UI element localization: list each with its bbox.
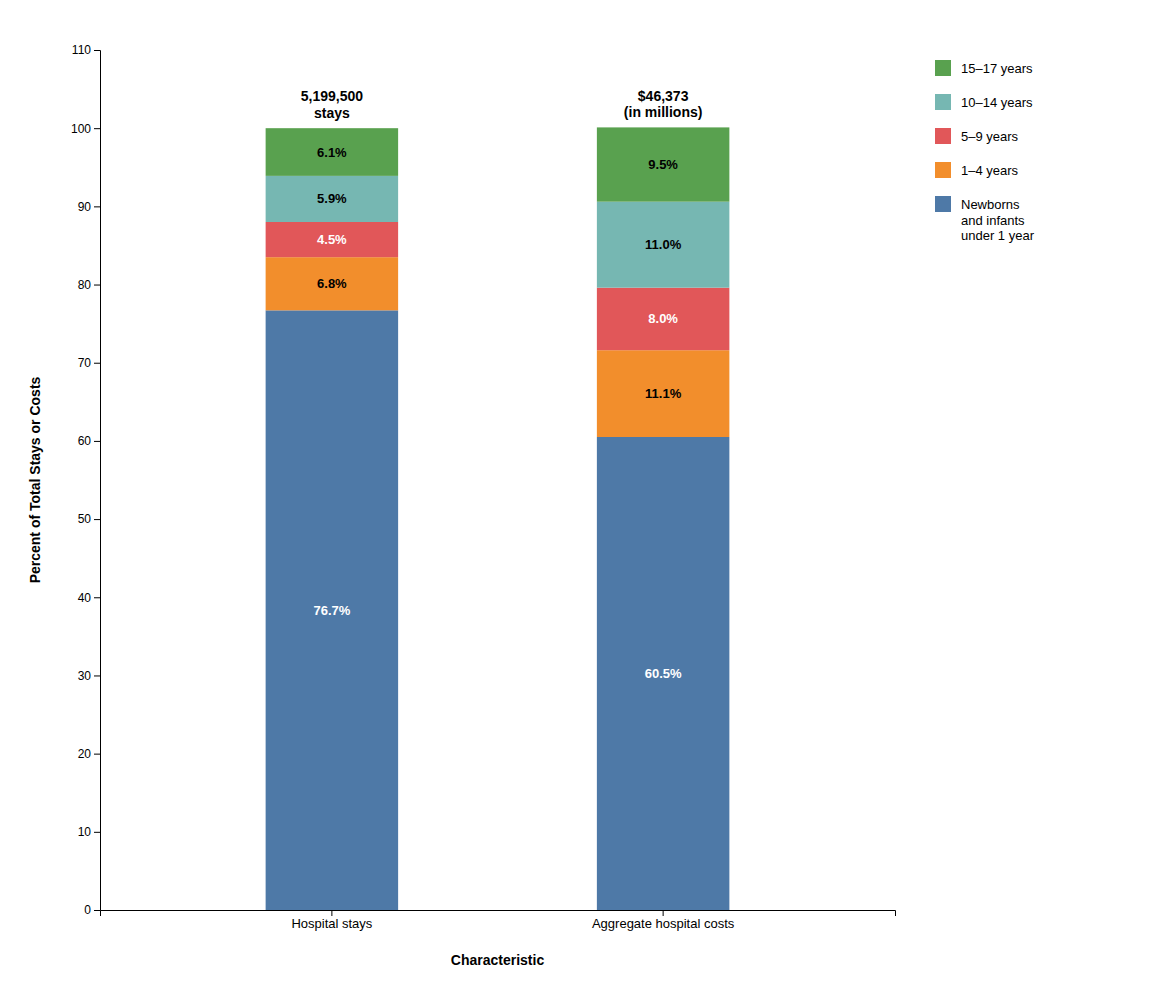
bar	[266, 310, 399, 910]
legend-swatch	[935, 128, 951, 144]
y-axis-title: Percent of Total Stays or Costs	[27, 376, 43, 583]
tick-mark	[94, 910, 100, 911]
data-label: 4.5%	[317, 232, 347, 247]
data-label: 11.1%	[645, 386, 682, 401]
tick-mark	[94, 285, 100, 286]
legend-item: 10–14 years	[935, 94, 1033, 110]
bar	[266, 257, 399, 310]
tick-mark	[94, 206, 100, 207]
tick-mark	[94, 832, 100, 833]
tick-mark	[94, 363, 100, 364]
legend-label: 10–14 years	[961, 95, 1033, 110]
tick: 60	[78, 434, 100, 448]
tick-mark	[94, 519, 100, 520]
data-label: 11.0%	[645, 237, 682, 252]
annotation: $46,373(in millions)	[624, 88, 703, 121]
legend-label: 1–4 years	[961, 163, 1019, 178]
annotation: 5,199,500stays	[301, 88, 363, 121]
tick: Aggregate hospital costs	[592, 910, 735, 931]
bar	[266, 176, 399, 222]
bar	[597, 202, 730, 288]
tick: 90	[78, 200, 100, 214]
tick-mark	[331, 910, 332, 916]
data-labels: 76.7% 60.5% 6.8% 11.1% 4.5% 8.0% 5.9% 11.0% 6.1%…	[313, 145, 682, 681]
legend-label: 5–9 years	[961, 129, 1019, 144]
bar	[597, 127, 730, 201]
tick: 10	[78, 825, 100, 839]
legend-label: 15–17 years	[961, 61, 1033, 76]
legend-item: 15–17 years	[935, 60, 1033, 76]
y-axis: 0 10 20 30 40 50 60 70 80 90 100 110	[71, 43, 101, 917]
bar	[597, 288, 730, 351]
x-axis: Hospital stays Aggregate hospital costs	[101, 910, 896, 931]
chart: 76.7% 60.5% 6.8% 11.1% 4.5% 8.0% 5.9% 11.0% 6.1%…	[0, 0, 1155, 1000]
bar	[597, 437, 730, 910]
tick-label: 40	[78, 591, 92, 605]
bar	[597, 350, 730, 437]
legend-label: Newbornsand infantsunder 1 year	[961, 197, 1035, 243]
tick-label: Hospital stays	[291, 916, 372, 931]
tick: 50	[78, 512, 100, 526]
bar	[266, 222, 399, 257]
tick: 70	[78, 356, 100, 370]
tick: 100	[71, 122, 100, 136]
tick-label: 80	[78, 278, 92, 292]
bars	[266, 127, 730, 910]
legend: 15–17 years 10–14 years 5–9 years 1–4 years…	[935, 60, 1035, 243]
bar	[266, 128, 399, 176]
tick: 20	[78, 747, 100, 761]
legend-swatch	[935, 162, 951, 178]
legend-item: Newbornsand infantsunder 1 year	[935, 196, 1035, 243]
data-label: 5.9%	[317, 191, 347, 206]
tick: 0	[84, 903, 100, 917]
x-axis-title: Characteristic	[451, 952, 545, 968]
tick-label: 90	[78, 200, 92, 214]
plot: 76.7% 60.5% 6.8% 11.1% 4.5% 8.0% 5.9% 11.0% 6.1%…	[27, 43, 1035, 968]
tick: 110	[72, 43, 100, 57]
tick-label: 110	[72, 43, 91, 57]
legend-swatch	[935, 196, 951, 212]
tick-mark	[94, 754, 100, 755]
tick-label: 50	[78, 512, 92, 526]
tick-label: 30	[78, 669, 92, 683]
tick-label: 20	[78, 747, 92, 761]
tick-mark	[663, 910, 664, 916]
tick-mark	[94, 441, 100, 442]
tick-mark	[94, 597, 100, 598]
data-label: 60.5%	[645, 666, 682, 681]
tick: 80	[78, 278, 100, 292]
tick-label: 70	[78, 356, 92, 370]
data-label: 76.7%	[313, 603, 350, 618]
legend-item: 1–4 years	[935, 162, 1019, 178]
tick-label: 0	[84, 903, 91, 917]
tick: 30	[78, 669, 100, 683]
tick-mark	[94, 50, 100, 51]
data-label: 6.1%	[317, 145, 347, 160]
axis-line	[94, 51, 101, 911]
tick-label: 10	[78, 825, 92, 839]
tick-mark	[94, 675, 100, 676]
data-label: 9.5%	[648, 157, 678, 172]
tick-label: 60	[78, 434, 92, 448]
axis-line	[101, 911, 896, 917]
data-label: 6.8%	[317, 276, 347, 291]
tick-label: Aggregate hospital costs	[592, 916, 735, 931]
series	[266, 310, 730, 910]
tick: 40	[78, 591, 100, 605]
annotations: 5,199,500stays $46,373(in millions)	[301, 88, 703, 122]
tick-mark	[94, 128, 100, 129]
legend-item: 5–9 years	[935, 128, 1019, 144]
legend-swatch	[935, 60, 951, 76]
legend-swatch	[935, 94, 951, 110]
tick: Hospital stays	[291, 910, 372, 931]
tick-label: 100	[71, 122, 91, 136]
data-label: 8.0%	[648, 311, 678, 326]
